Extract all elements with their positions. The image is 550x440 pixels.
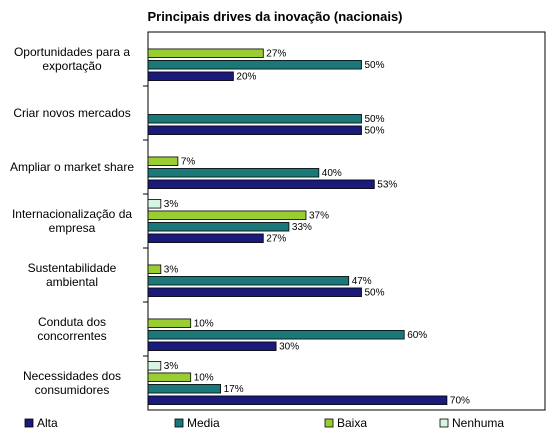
data-label: 50%: [365, 114, 385, 125]
data-label: 10%: [194, 319, 214, 330]
legend-item-alta: Alta: [24, 416, 58, 430]
data-label: 70%: [450, 396, 470, 407]
data-label: 50%: [365, 60, 385, 71]
bar-baixa: [147, 48, 264, 58]
data-label: 3%: [164, 265, 179, 276]
plot-frame: [147, 31, 546, 411]
data-label: 17%: [224, 384, 244, 395]
bar-baixa: [147, 156, 179, 166]
category-label: Ampliar o market share: [10, 160, 134, 174]
data-label: 3%: [164, 361, 179, 372]
bar-nenhuma: [147, 199, 162, 209]
legend-swatch: [174, 418, 184, 428]
legend: Alta Media Baixa Nenhuma: [24, 416, 504, 430]
legend-swatch: [439, 418, 449, 428]
category-label: Sustentabilidade ambiental: [28, 261, 117, 289]
bar-media: [147, 384, 221, 394]
category-group: Necessidades dos consumidores 70% 17% 10% 3%: [23, 355, 470, 407]
category-label: Necessidades dos consumidores: [23, 369, 121, 397]
bar-baixa: [147, 264, 162, 274]
data-label: 27%: [266, 234, 286, 245]
legend-label: Media: [187, 416, 220, 430]
bar-media: [147, 330, 405, 340]
chart-title: Principais drives da inovação (nacionais…: [147, 9, 402, 24]
bar-media: [147, 276, 350, 286]
data-label: 3%: [164, 199, 179, 210]
data-label: 7%: [181, 157, 196, 168]
bar-baixa: [147, 318, 192, 328]
legend-swatch: [24, 418, 34, 428]
data-label: 37%: [309, 211, 329, 222]
bar-media: [147, 60, 362, 70]
bar-alta: [147, 395, 448, 405]
bar-baixa: [147, 372, 192, 382]
category-group: Sustentabilidade ambiental 50%47% 3%: [28, 247, 385, 299]
plot-area: Oportunidades para a exportação 20% 50% 27% C…: [10, 31, 546, 411]
data-label: 30%: [279, 342, 299, 353]
bar-nenhuma: [147, 361, 162, 371]
data-label: 50%: [365, 288, 385, 299]
category-label: Conduta dos concorrentes: [37, 315, 106, 343]
legend-item-nenhuma: Nenhuma: [439, 416, 504, 430]
data-label: 27%: [266, 49, 286, 60]
bar-alta: [147, 233, 264, 243]
data-label: 60%: [407, 330, 427, 341]
legend-label: Baixa: [337, 416, 367, 430]
bar-alta: [147, 125, 362, 135]
bar-alta: [147, 287, 362, 297]
legend-swatch: [324, 418, 334, 428]
data-label: 20%: [236, 72, 256, 83]
category-group: Oportunidades para a exportação 20% 50% 27%: [14, 45, 385, 83]
category-label: Internacionalização da empresa: [12, 207, 132, 235]
bar-media: [147, 168, 320, 178]
data-label: 53%: [377, 180, 397, 191]
category-group: Ampliar o market share 53% 40% 7%: [10, 139, 397, 191]
bar-baixa: [147, 210, 307, 220]
legend-label: Alta: [37, 416, 58, 430]
category-group: Conduta dos concorrentes 30% 60% 10%: [37, 301, 427, 353]
data-label: 33%: [292, 222, 312, 233]
data-label: 47%: [352, 276, 372, 287]
category-label: Criar novos mercados: [13, 106, 130, 120]
category-group: Internacionalização da empresa 27% 33%37% 3%: [12, 193, 329, 245]
bar-media: [147, 114, 362, 124]
category-label: Oportunidades para a exportação: [14, 45, 130, 73]
data-label: 50%: [365, 126, 385, 137]
bar-alta: [147, 341, 277, 351]
bar-media: [147, 222, 290, 232]
category-group: Criar novos mercados 50%50%: [13, 85, 385, 137]
data-label: 40%: [322, 168, 342, 179]
legend-item-baixa: Baixa: [324, 416, 367, 430]
data-label: 10%: [194, 373, 214, 384]
legend-item-media: Media: [174, 416, 220, 430]
bar-alta: [147, 179, 375, 189]
legend-label: Nenhuma: [452, 416, 504, 430]
bar-alta: [147, 71, 234, 81]
